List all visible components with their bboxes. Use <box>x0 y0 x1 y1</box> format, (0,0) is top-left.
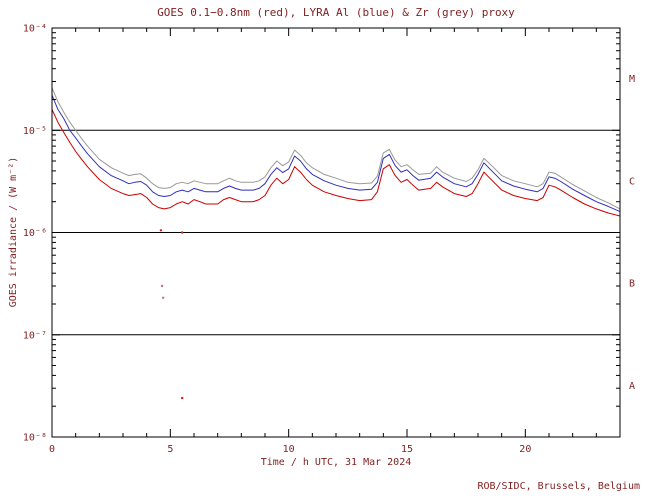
y-tick-label: 10⁻⁵ <box>23 126 47 137</box>
y-tick-label: 10⁻⁶ <box>23 228 47 239</box>
artifact-point <box>160 284 164 288</box>
series-line-lyra-al <box>51 95 621 213</box>
y-tick-label: 10⁻⁷ <box>23 330 47 341</box>
artifact-point <box>162 296 165 299</box>
y-tick-label: 10⁻⁸ <box>23 433 47 444</box>
flare-class-label: M <box>629 74 635 85</box>
artifact-point <box>181 231 184 234</box>
series-line-goes <box>51 109 621 217</box>
flare-class-label: A <box>629 381 635 392</box>
credit-text: ROB/SIDC, Brussels, Belgium <box>477 481 640 492</box>
x-tick-label: 20 <box>519 444 531 455</box>
x-tick-label: 10 <box>283 444 295 455</box>
series-line-lyra-zr <box>51 87 621 210</box>
x-tick-label: 0 <box>49 444 55 455</box>
flare-class-label: C <box>629 176 635 187</box>
x-tick-label: 15 <box>401 444 413 455</box>
artifact-point <box>181 396 184 400</box>
x-axis-label: Time / h UTC, 31 Mar 2024 <box>260 457 412 468</box>
x-tick-label: 5 <box>167 444 173 455</box>
y-axis-label: GOES irradiance / (W m⁻²) <box>8 156 19 308</box>
artifact-point <box>159 229 163 232</box>
chart-title: GOES 0.1−0.8nm (red), LYRA Al (blue) & Z… <box>157 6 515 19</box>
flare-class-label: B <box>629 279 635 290</box>
y-tick-label: 10⁻⁴ <box>23 24 47 35</box>
